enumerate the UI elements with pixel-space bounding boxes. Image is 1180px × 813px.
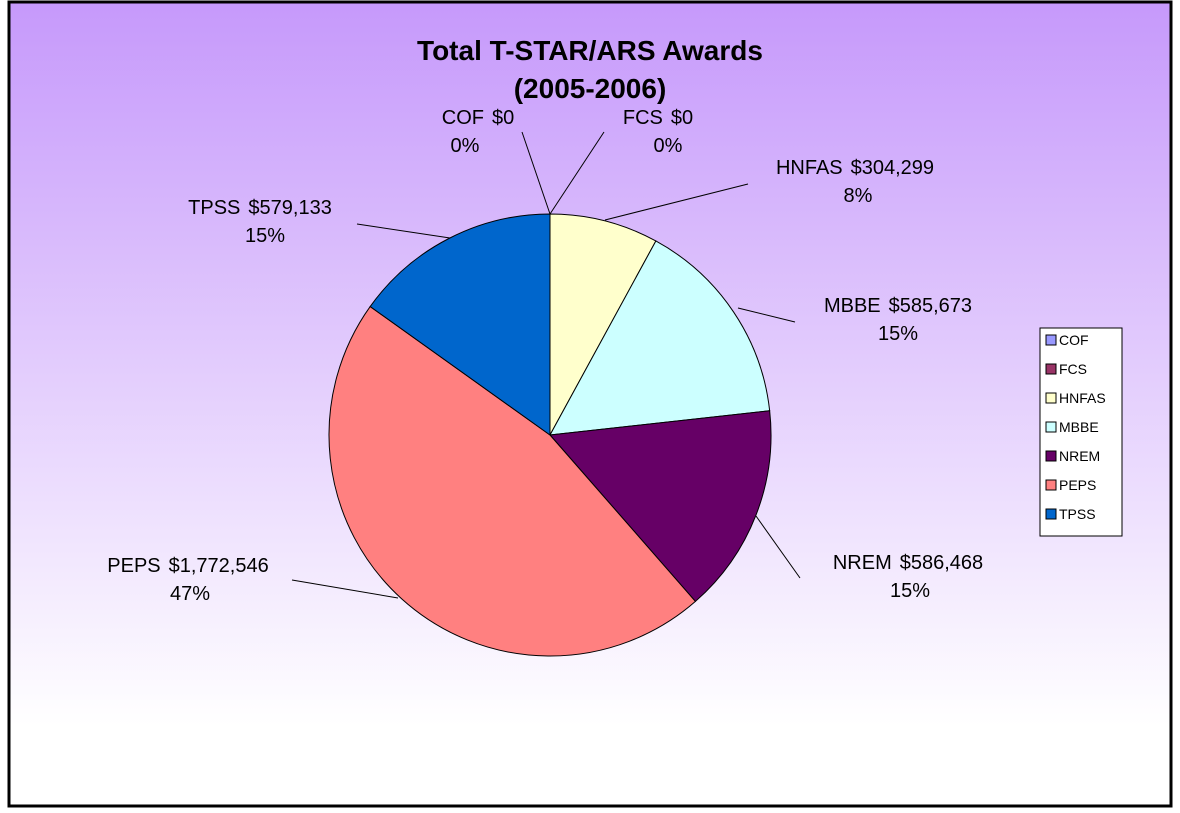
legend-swatch xyxy=(1045,450,1057,462)
percent-label: 15% xyxy=(878,323,918,345)
data-labels: COF $0 0% FCS $0 0% HNFAS $304,299 8% MBBE $585,67… xyxy=(107,107,983,605)
data-label: MBBE $585,673 xyxy=(824,295,972,317)
percent-label: 8% xyxy=(844,185,873,207)
percent-label: 15% xyxy=(245,225,285,247)
data-label: COF $0 xyxy=(442,107,514,129)
legend-label: HNFAS xyxy=(1059,390,1106,406)
legend: COF FCS HNFAS MBBE NREM PEPS TPSS xyxy=(1039,327,1123,537)
pie xyxy=(328,213,772,657)
label-value: $1,772,546 xyxy=(169,555,269,577)
label-category: HNFAS xyxy=(776,157,843,179)
label-value: $585,673 xyxy=(889,295,972,317)
label-category: TPSS xyxy=(188,197,240,219)
data-label: HNFAS $304,299 xyxy=(776,157,934,179)
legend-label: NREM xyxy=(1059,448,1100,464)
data-label: PEPS $1,772,546 xyxy=(107,555,268,577)
legend-swatch xyxy=(1045,392,1057,404)
legend-label: MBBE xyxy=(1059,419,1099,435)
leader-line xyxy=(521,131,551,215)
label-category: NREM xyxy=(833,552,892,574)
pie-slice xyxy=(549,240,771,436)
percent-label: 0% xyxy=(654,135,683,157)
percent-label: 0% xyxy=(451,135,480,157)
label-category: COF xyxy=(442,107,484,129)
legend-swatch xyxy=(1045,363,1057,375)
leader-line xyxy=(737,307,796,323)
legend-swatch xyxy=(1045,479,1057,491)
data-label: FCS $0 xyxy=(623,107,693,129)
label-value: $579,133 xyxy=(248,197,331,219)
pie-slice xyxy=(369,213,551,436)
legend-label: TPSS xyxy=(1059,506,1096,522)
label-value: $586,468 xyxy=(900,552,983,574)
label-category: FCS xyxy=(623,107,663,129)
chart-subtitle: (2005-2006) xyxy=(514,73,667,104)
leader-line xyxy=(291,579,399,599)
leader-line xyxy=(356,223,451,239)
pie-slice xyxy=(548,410,772,603)
legend-swatch xyxy=(1045,508,1057,520)
label-value: $304,299 xyxy=(851,157,934,179)
chart-title: Total T-STAR/ARS Awards xyxy=(417,35,763,66)
label-value: $0 xyxy=(492,107,514,129)
label-value: $0 xyxy=(671,107,693,129)
leader-line xyxy=(549,131,605,215)
pie-slice xyxy=(328,305,697,657)
data-label: NREM $586,468 xyxy=(833,552,983,574)
legend-label: COF xyxy=(1059,332,1089,348)
label-category: PEPS xyxy=(107,555,160,577)
legend-swatch xyxy=(1045,421,1057,433)
data-label: TPSS $579,133 xyxy=(188,197,332,219)
label-category: MBBE xyxy=(824,295,881,317)
legend-label: FCS xyxy=(1059,361,1087,377)
legend-swatch xyxy=(1045,334,1057,346)
percent-label: 15% xyxy=(890,580,930,602)
leader-line xyxy=(755,515,801,579)
leader-line xyxy=(604,183,749,221)
legend-label: PEPS xyxy=(1059,477,1096,493)
pie-slice xyxy=(549,213,657,436)
percent-label: 47% xyxy=(170,583,210,605)
